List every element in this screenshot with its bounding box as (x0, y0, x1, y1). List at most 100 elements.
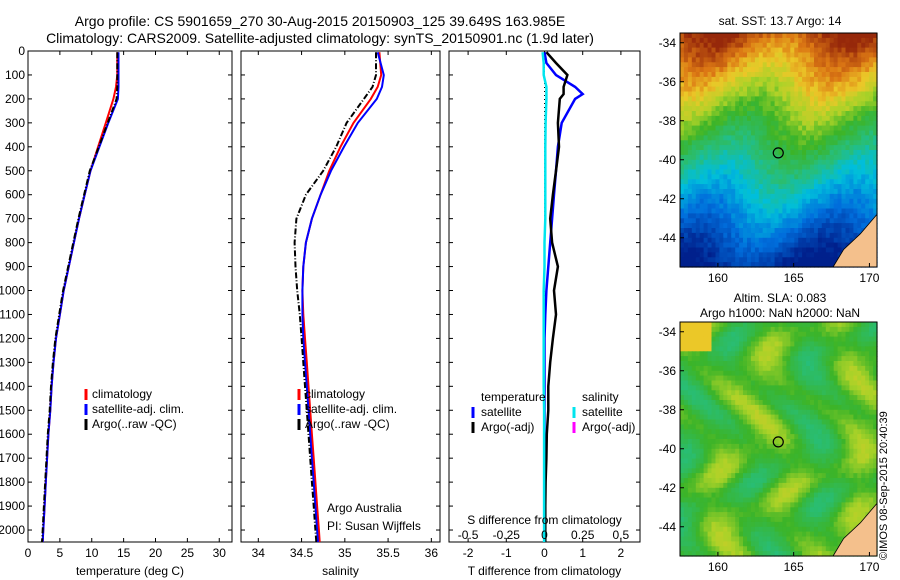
sla-map-cell (680, 419, 685, 425)
sla-map-cell (766, 336, 772, 343)
sla-map-cell (758, 341, 764, 347)
sla-map-cell (711, 448, 716, 455)
sst-map-cell (770, 174, 776, 180)
sla-map-cell (782, 478, 787, 484)
sst-map-cell (810, 198, 815, 205)
sst-map-cell (711, 198, 716, 205)
sst-map-cell (778, 106, 783, 112)
sst-map-cell (853, 120, 858, 127)
sst-map-cell (762, 76, 768, 83)
sst-map-cell (837, 174, 843, 180)
sla-map-cell (747, 375, 752, 382)
sla-map-cell (814, 517, 819, 523)
sla-map-cell (853, 502, 858, 508)
sst-map-cell (735, 135, 740, 141)
sst-map-cell (802, 140, 807, 146)
sst-map-cell (707, 86, 713, 93)
sla-map-cell (723, 468, 728, 474)
sla-map-cell (861, 468, 866, 474)
sla-map-cell (727, 351, 732, 357)
sst-map-cell (853, 33, 858, 39)
sst-map-cell (680, 228, 685, 234)
sst-map-cell (719, 96, 724, 102)
sla-map-cell (683, 482, 689, 489)
sla-map-cell (711, 521, 716, 528)
sla-map-cell (774, 365, 780, 372)
sla-map-cell (747, 429, 752, 435)
sla-map-cell (786, 429, 791, 435)
sla-map-cell (703, 346, 709, 352)
sst-map-cell (707, 257, 713, 263)
sla-map-cell (699, 531, 705, 538)
sla-map-cell (703, 414, 709, 421)
sla-map-cell (711, 331, 716, 338)
sst-map-cell (758, 189, 764, 195)
sst-map-cell (750, 135, 756, 141)
sst-map-cell (829, 164, 835, 171)
sla-map-cell (707, 434, 713, 440)
sst-map-cell (739, 174, 744, 180)
sst-map-cell (695, 111, 701, 117)
sla-map-cell (802, 492, 807, 499)
sst-map-cell (735, 169, 740, 175)
sst-map-cell (782, 140, 787, 146)
sla-map-cell (790, 375, 795, 382)
sst-map-cell (829, 150, 835, 156)
sst-map-cell (861, 150, 866, 156)
sst-map-cell (715, 150, 720, 156)
sst-map-cell (735, 237, 740, 244)
sst-map-cell (754, 72, 760, 78)
sla-map-cell (837, 419, 843, 425)
sst-map-cell (715, 237, 720, 244)
sla-map-cell (778, 497, 783, 503)
sst-map-cell (711, 154, 716, 161)
sla-map-cell (707, 322, 713, 328)
sla-map-cell (790, 429, 795, 435)
sst-map-cell (758, 33, 764, 39)
sst-map-cell (750, 115, 756, 122)
sla-map-cell (798, 443, 803, 450)
sst-map-cell (735, 120, 740, 127)
sst-map-cell (833, 164, 839, 171)
sst-map-cell (699, 223, 705, 229)
sst-map-cell (747, 169, 752, 175)
sst-map-cell (849, 111, 854, 117)
sla-map-cell (802, 458, 807, 464)
sla-map-cell (695, 390, 701, 396)
sla-map-cell (869, 502, 874, 508)
sst-map-cell (814, 174, 819, 180)
sst-map-cell (743, 203, 748, 210)
sst-map-cell (762, 96, 768, 102)
sla-map-cell (711, 453, 716, 460)
sst-map-cell (790, 232, 795, 239)
sla-map-cell (711, 507, 716, 513)
sst-map-cell (739, 228, 744, 234)
sla-map-cell (794, 414, 799, 421)
sst-map-cell (869, 86, 874, 93)
sst-map-cell (865, 150, 870, 156)
sst-map-cell (735, 125, 740, 132)
sla-map-cell (798, 429, 803, 435)
sla-map-cell (798, 370, 803, 377)
sst-map-cell (770, 47, 776, 54)
sst-map-cell (707, 169, 713, 175)
sst-map-cell (762, 242, 768, 249)
sla-map-cell (810, 531, 815, 538)
sst-map-cell (735, 228, 740, 234)
sst-map-cell (683, 237, 689, 244)
sla-map-cell (687, 331, 693, 338)
sla-map-cell (782, 395, 787, 401)
sla-map-cell (833, 473, 839, 479)
sla-map-cell (727, 507, 732, 513)
sst-map-cell (762, 203, 768, 210)
sst-map-cell (715, 223, 720, 229)
sla-map-cell (833, 443, 839, 450)
sla-map-cell (778, 370, 783, 377)
sst-map-cell (794, 154, 799, 161)
sst-map-cell (735, 184, 740, 190)
sla-map-cell (715, 536, 720, 542)
sla-map-cell (762, 482, 768, 489)
sla-map-cell (782, 409, 787, 416)
sst-map-cell (802, 67, 807, 73)
sla-map-cell (735, 468, 740, 474)
